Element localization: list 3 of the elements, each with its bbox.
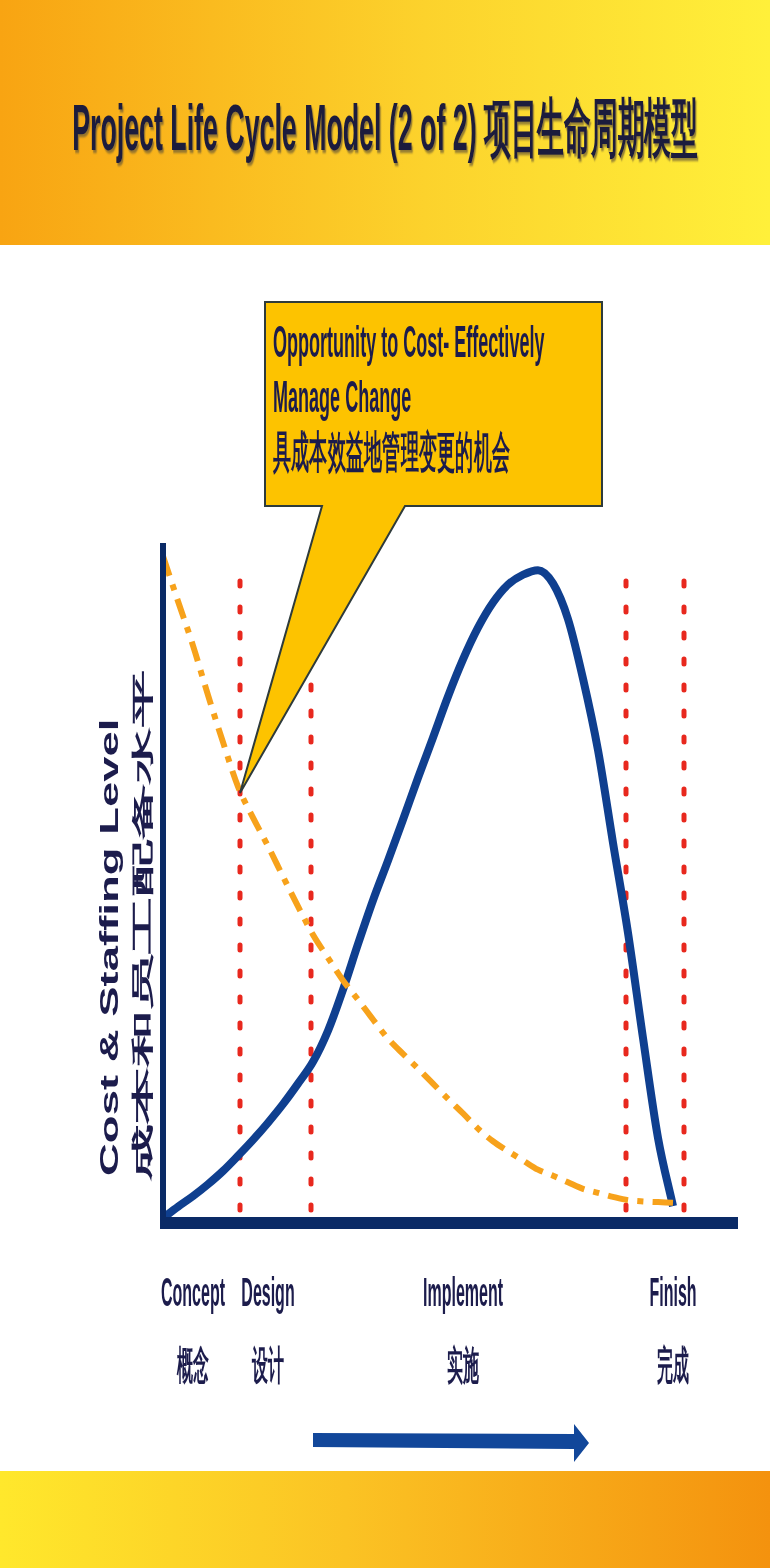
- title: Project Life Cycle Model (2 of 2) 项目生命周期模型: [72, 92, 698, 164]
- annotation: Opportunity to Cost- Effectively Manage Change 具成本效益地管理变更的机会: [273, 317, 545, 477]
- y-axis-title: Cost & Staffing Level 成本和员工配备水平: [94, 670, 155, 1181]
